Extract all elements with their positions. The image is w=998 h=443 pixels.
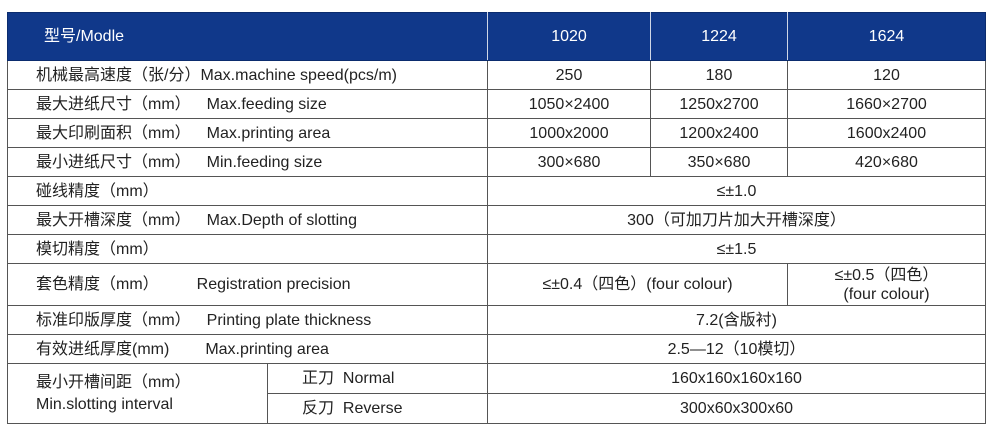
table-row: 最大进纸尺寸（mm） Max.feeding size 1050×2400 125… xyxy=(7,89,986,119)
row-label-cn: 最大印刷面积（mm） xyxy=(36,124,191,142)
table-row: 最小开槽间距（mm） Min.slotting interval 正刀 Norma… xyxy=(7,363,986,424)
cell: 300（可加刀片加大开槽深度） xyxy=(487,205,986,235)
row-label-en: Registration precision xyxy=(196,276,351,293)
row-label-en: Max.feeding size xyxy=(206,95,327,113)
cell: 1000x2000 xyxy=(487,118,651,148)
model-1624: 1624 xyxy=(787,12,986,61)
cell: 1250x2700 xyxy=(650,89,788,119)
cell: 2.5—12（10模切） xyxy=(487,334,986,364)
sub-label-cn: 反刀 xyxy=(302,400,335,417)
table-row: 最大印刷面积（mm） Max.printing area 1000x2000 12… xyxy=(7,118,986,148)
table-row: 反刀 Reverse 300x60x300x60 xyxy=(8,393,986,424)
table-row: 碰线精度（mm） ≤±1.0 xyxy=(7,176,986,206)
row-label-cn: 标准印版厚度（mm） xyxy=(36,311,191,329)
sub-label-en: Reverse xyxy=(342,400,403,417)
sub-label-cn: 正刀 xyxy=(302,370,335,387)
row-label-en: Max.printing area xyxy=(206,124,331,142)
row-label-cn: 套色精度（mm） xyxy=(36,276,159,293)
row-label-en: Min.feeding size xyxy=(206,153,323,171)
cell: 1050×2400 xyxy=(487,89,651,119)
cell: 1200x2400 xyxy=(650,118,788,148)
spec-table: 型号/Modle 1020 1224 1624 机械最高速度（张/分）Max.m… xyxy=(7,12,986,424)
row-label-en: Printing plate thickness xyxy=(206,311,372,329)
model-label: 型号/Modle xyxy=(7,12,488,61)
table-row: 模切精度（mm） ≤±1.5 xyxy=(7,234,986,264)
row-label-en: Max.Depth of slotting xyxy=(206,211,357,229)
cell-line: ≤±0.5（四色） xyxy=(834,266,939,284)
model-1224: 1224 xyxy=(650,12,788,61)
cell-line: (four colour) xyxy=(843,285,930,303)
cell: ≤±0.4（四色）(four colour) xyxy=(487,263,788,306)
header-row: 型号/Modle 1020 1224 1624 xyxy=(7,12,986,61)
row-label-cn: 有效进纸厚度(mm) xyxy=(36,340,170,358)
cell: 180 xyxy=(650,60,788,90)
table-row: 机械最高速度（张/分）Max.machine speed(pcs/m) 250 … xyxy=(7,60,986,90)
sub-label-en: Normal xyxy=(342,370,395,387)
cell: 350×680 xyxy=(650,147,788,177)
row-label-cn: 机械最高速度（张/分） xyxy=(36,66,201,84)
row-label-cn: 最小开槽间距（mm） xyxy=(36,373,191,391)
cell: 1600x2400 xyxy=(787,118,986,148)
row-label-en: Max.machine speed(pcs/m) xyxy=(200,66,397,84)
row-label-cn: 最大开槽深度（mm） xyxy=(36,211,191,229)
row-label-en: Max.printing area xyxy=(205,340,329,358)
table-row: 套色精度（mm） Registration precision ≤±0.4（四色）… xyxy=(7,263,986,306)
cell: ≤±1.0 xyxy=(487,176,986,206)
cell: 300×680 xyxy=(487,147,651,177)
cell: 7.2(含版衬) xyxy=(487,305,986,335)
cell: 160x160x160x160 xyxy=(487,363,986,394)
row-label-cn: 碰线精度（mm） xyxy=(7,176,488,206)
cell: 420×680 xyxy=(787,147,986,177)
table-row: 有效进纸厚度(mm) Max.printing area 2.5—12（10模切） xyxy=(7,334,986,364)
cell: 300x60x300x60 xyxy=(487,393,986,424)
row-label-cn: 最大进纸尺寸（mm） xyxy=(36,95,191,113)
table-row: 最大开槽深度（mm） Max.Depth of slotting 300（可加刀片… xyxy=(7,205,986,235)
row-label-en: Min.slotting interval xyxy=(36,395,173,413)
table-row: 标准印版厚度（mm） Printing plate thickness 7.2(含… xyxy=(7,305,986,335)
row-label-cn: 最小进纸尺寸（mm） xyxy=(36,153,191,171)
table-row: 最小进纸尺寸（mm） Min.feeding size 300×680 350×6… xyxy=(7,147,986,177)
cell: ≤±1.5 xyxy=(487,234,986,264)
cell: 120 xyxy=(787,60,986,90)
cell: 250 xyxy=(487,60,651,90)
model-1020: 1020 xyxy=(487,12,651,61)
cell: 1660×2700 xyxy=(787,89,986,119)
row-label-cn: 模切精度（mm） xyxy=(7,234,488,264)
